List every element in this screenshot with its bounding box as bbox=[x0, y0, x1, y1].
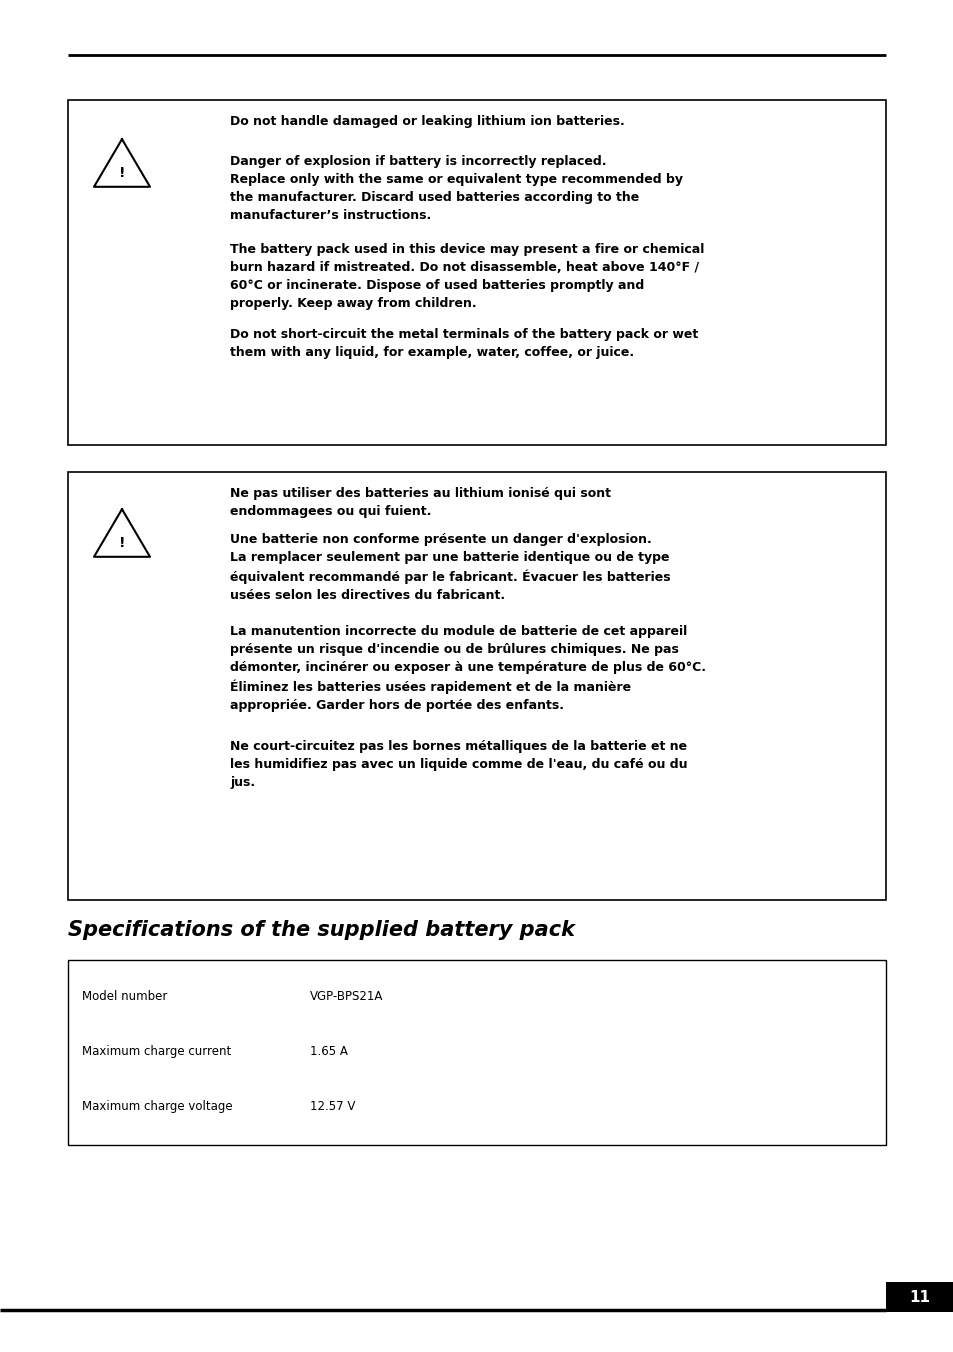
Text: Danger of explosion if battery is incorrectly replaced.
Replace only with the sa: Danger of explosion if battery is incorr… bbox=[230, 155, 682, 222]
Text: Ne court-circuitez pas les bornes métalliques de la batterie et ne
les humidifie: Ne court-circuitez pas les bornes métall… bbox=[230, 740, 687, 790]
Bar bbox=[68, 960, 885, 1145]
Text: Maximum charge voltage: Maximum charge voltage bbox=[82, 1101, 233, 1113]
Text: 1.65 A: 1.65 A bbox=[310, 1045, 348, 1059]
Text: 12.57 V: 12.57 V bbox=[310, 1101, 355, 1113]
Text: !: ! bbox=[118, 535, 125, 550]
Text: The battery pack used in this device may present a fire or chemical
burn hazard : The battery pack used in this device may… bbox=[230, 243, 703, 310]
Bar bbox=[68, 100, 885, 445]
Text: Maximum charge current: Maximum charge current bbox=[82, 1045, 231, 1059]
Text: Une batterie non conforme présente un danger d'explosion.
La remplacer seulement: Une batterie non conforme présente un da… bbox=[230, 533, 670, 602]
Bar bbox=[885, 1282, 953, 1311]
Text: Do not handle damaged or leaking lithium ion batteries.: Do not handle damaged or leaking lithium… bbox=[230, 115, 624, 128]
Text: Model number: Model number bbox=[82, 990, 167, 1003]
Text: Specifications of the supplied battery pack: Specifications of the supplied battery p… bbox=[68, 919, 575, 940]
Text: Do not short-circuit the metal terminals of the battery pack or wet
them with an: Do not short-circuit the metal terminals… bbox=[230, 329, 698, 360]
Text: !: ! bbox=[118, 166, 125, 180]
Text: La manutention incorrecte du module de batterie de cet appareil
présente un risq: La manutention incorrecte du module de b… bbox=[230, 625, 705, 713]
Text: Ne pas utiliser des batteries au lithium ionisé qui sont
endommagees ou qui fuie: Ne pas utiliser des batteries au lithium… bbox=[230, 487, 610, 518]
Text: 11: 11 bbox=[908, 1290, 929, 1305]
Text: VGP-BPS21A: VGP-BPS21A bbox=[310, 990, 383, 1003]
Bar bbox=[68, 472, 885, 900]
